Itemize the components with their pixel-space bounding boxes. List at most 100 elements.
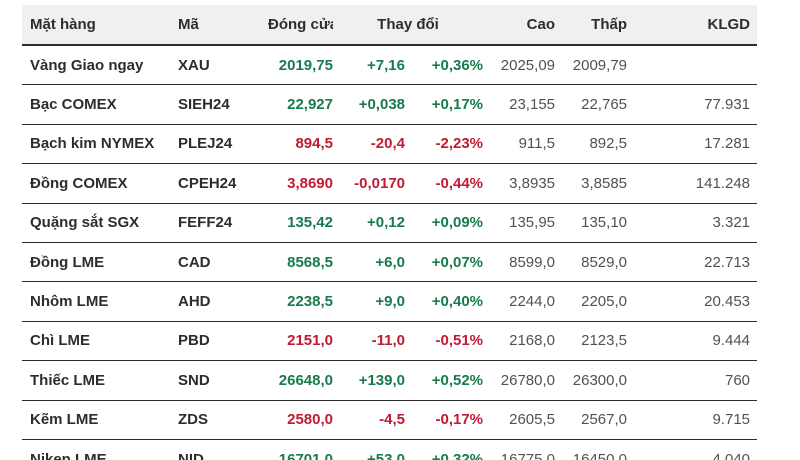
change-percent: +0,36%: [405, 45, 484, 86]
low-price: 2123,5: [555, 321, 628, 362]
change-value: +0,038: [333, 84, 405, 125]
close-price: 2019,75: [268, 45, 333, 86]
low-price: 16450,0: [555, 439, 628, 460]
table-row: Thiếc LME SND 26648,0 +139,0 +0,52% 2678…: [22, 360, 758, 401]
close-price: 2238,5: [268, 281, 333, 322]
low-price: 135,10: [555, 203, 628, 243]
volume: 141.248: [627, 163, 758, 204]
commodity-code: SIEH24: [178, 84, 268, 125]
change-value: -4,5: [333, 400, 405, 440]
high-price: 911,5: [483, 124, 556, 165]
table-row: Kẽm LME ZDS 2580,0 -4,5 -0,17% 2605,5 25…: [22, 400, 758, 440]
change-percent: +0,17%: [405, 84, 484, 125]
col-header-volume: KLGD: [627, 5, 758, 46]
change-value: +9,0: [333, 281, 405, 322]
volume: 9.444: [627, 321, 758, 362]
commodity-price-table: Mặt hàng Mã Đóng cửa Thay đổi Cao Thấp K…: [22, 5, 758, 460]
close-price: 26648,0: [268, 360, 333, 401]
col-header-close: Đóng cửa: [268, 5, 333, 46]
volume: 4.040: [627, 439, 758, 460]
col-header-high: Cao: [483, 5, 556, 46]
change-percent: -0,44%: [405, 163, 484, 204]
commodity-code: AHD: [178, 281, 268, 322]
commodity-code: CAD: [178, 242, 268, 283]
col-header-commodity: Mặt hàng: [22, 5, 178, 46]
commodity-name: Niken LME: [22, 439, 178, 460]
change-value: -20,4: [333, 124, 405, 165]
change-value: +53,0: [333, 439, 405, 460]
volume: 3.321: [627, 203, 758, 243]
commodity-name: Đồng COMEX: [22, 163, 178, 204]
close-price: 8568,5: [268, 242, 333, 283]
low-price: 892,5: [555, 124, 628, 165]
commodity-code: XAU: [178, 45, 268, 86]
commodity-name: Bạc COMEX: [22, 84, 178, 125]
volume: 77.931: [627, 84, 758, 125]
col-header-code: Mã: [178, 5, 268, 46]
close-price: 2580,0: [268, 400, 333, 440]
table-row: Đồng LME CAD 8568,5 +6,0 +0,07% 8599,0 8…: [22, 242, 758, 283]
high-price: 16775,0: [483, 439, 556, 460]
high-price: 2244,0: [483, 281, 556, 322]
table-row: Quặng sắt SGX FEFF24 135,42 +0,12 +0,09%…: [22, 203, 758, 243]
commodity-code: NID: [178, 439, 268, 460]
commodity-name: Kẽm LME: [22, 400, 178, 440]
commodity-name: Chì LME: [22, 321, 178, 362]
change-percent: +0,40%: [405, 281, 484, 322]
low-price: 2567,0: [555, 400, 628, 440]
col-header-change: Thay đổi: [333, 5, 484, 46]
change-value: -11,0: [333, 321, 405, 362]
high-price: 2168,0: [483, 321, 556, 362]
commodity-name: Thiếc LME: [22, 360, 178, 401]
change-percent: +0,52%: [405, 360, 484, 401]
close-price: 22,927: [268, 84, 333, 125]
table-header: Mặt hàng Mã Đóng cửa Thay đổi Cao Thấp K…: [22, 5, 758, 46]
volume: 22.713: [627, 242, 758, 283]
volume: 20.453: [627, 281, 758, 322]
change-percent: +0,09%: [405, 203, 484, 243]
high-price: 135,95: [483, 203, 556, 243]
commodity-name: Đồng LME: [22, 242, 178, 283]
change-value: +0,12: [333, 203, 405, 243]
volume: [627, 45, 758, 86]
table-row: Nhôm LME AHD 2238,5 +9,0 +0,40% 2244,0 2…: [22, 281, 758, 322]
high-price: 8599,0: [483, 242, 556, 283]
close-price: 16701,0: [268, 439, 333, 460]
table-row: Niken LME NID 16701,0 +53,0 +0,32% 16775…: [22, 439, 758, 460]
change-value: +7,16: [333, 45, 405, 86]
low-price: 22,765: [555, 84, 628, 125]
col-header-low: Thấp: [555, 5, 628, 46]
commodity-code: CPEH24: [178, 163, 268, 204]
volume: 760: [627, 360, 758, 401]
table-row: Đồng COMEX CPEH24 3,8690 -0,0170 -0,44% …: [22, 163, 758, 204]
commodity-code: ZDS: [178, 400, 268, 440]
low-price: 26300,0: [555, 360, 628, 401]
high-price: 26780,0: [483, 360, 556, 401]
high-price: 3,8935: [483, 163, 556, 204]
change-percent: -0,51%: [405, 321, 484, 362]
change-percent: +0,32%: [405, 439, 484, 460]
header-row: Mặt hàng Mã Đóng cửa Thay đổi Cao Thấp K…: [22, 5, 758, 46]
table-body: Vàng Giao ngay XAU 2019,75 +7,16 +0,36% …: [22, 45, 758, 460]
low-price: 3,8585: [555, 163, 628, 204]
commodity-code: FEFF24: [178, 203, 268, 243]
change-value: -0,0170: [333, 163, 405, 204]
change-value: +139,0: [333, 360, 405, 401]
table-row: Chì LME PBD 2151,0 -11,0 -0,51% 2168,0 2…: [22, 321, 758, 362]
table-row: Bạch kim NYMEX PLEJ24 894,5 -20,4 -2,23%…: [22, 124, 758, 165]
commodity-code: PLEJ24: [178, 124, 268, 165]
low-price: 2205,0: [555, 281, 628, 322]
commodity-code: PBD: [178, 321, 268, 362]
commodity-name: Bạch kim NYMEX: [22, 124, 178, 165]
change-percent: -0,17%: [405, 400, 484, 440]
table-row: Bạc COMEX SIEH24 22,927 +0,038 +0,17% 23…: [22, 84, 758, 125]
close-price: 2151,0: [268, 321, 333, 362]
volume: 17.281: [627, 124, 758, 165]
high-price: 23,155: [483, 84, 556, 125]
volume: 9.715: [627, 400, 758, 440]
change-percent: +0,07%: [405, 242, 484, 283]
low-price: 8529,0: [555, 242, 628, 283]
commodity-name: Nhôm LME: [22, 281, 178, 322]
high-price: 2025,09: [483, 45, 556, 86]
low-price: 2009,79: [555, 45, 628, 86]
